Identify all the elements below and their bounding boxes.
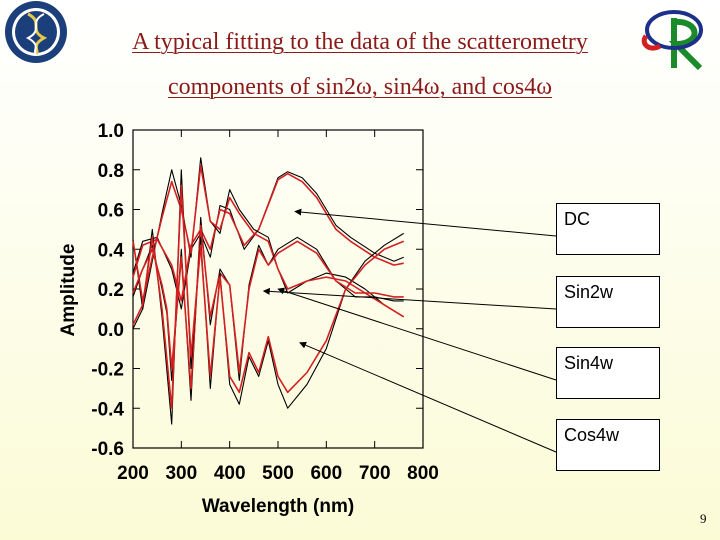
x-tick-label: 700 xyxy=(359,463,391,484)
sin4w-fit-line xyxy=(132,224,404,390)
cos4w-measured-line xyxy=(132,169,404,425)
cos4w-arrow xyxy=(299,341,557,453)
sin2w-fit-line xyxy=(132,165,405,318)
y-tick-label: 0.2 xyxy=(98,280,124,301)
axis-ticks: 1.0 0.8 0.6 0.4 0.2 0.0 -0.2 -0.4 -0.6 200 300 400 5… xyxy=(91,121,439,484)
slide-title-line-1: A typical fitting to the data of the sca… xyxy=(132,29,588,55)
cos4w-label: Cos4w xyxy=(556,419,660,471)
sin2w-label: Sin2w xyxy=(556,276,660,328)
y-tick-label: 1.0 xyxy=(98,121,124,142)
x-axis-label: Wavelength (nm) xyxy=(202,496,354,517)
y-tick-label: 0.4 xyxy=(98,240,125,261)
y-axis-label: Amplitude xyxy=(58,244,79,337)
dc-measured-line xyxy=(132,171,404,310)
x-tick-label: 200 xyxy=(117,463,149,484)
dc-fit-line xyxy=(132,172,404,302)
dc-arrow xyxy=(294,208,557,237)
academia-sinica-seal-logo xyxy=(5,1,67,63)
annotation-arrows xyxy=(262,208,557,453)
y-tick-label: -0.6 xyxy=(91,439,124,460)
dc-label: DC xyxy=(556,203,660,255)
sin2w-measured-line xyxy=(132,157,404,318)
sin2w-arrow xyxy=(262,287,557,310)
r-logo xyxy=(641,10,703,70)
y-tick-label: -0.4 xyxy=(91,399,124,420)
y-tick-label: 0.0 xyxy=(98,320,124,341)
x-tick-label: 800 xyxy=(407,463,439,484)
y-tick-label: 0.6 xyxy=(98,201,124,222)
y-tick-label: 0.8 xyxy=(98,161,124,182)
page-number: 9 xyxy=(700,511,707,526)
data-lines xyxy=(132,157,405,425)
x-tick-label: 300 xyxy=(165,463,197,484)
x-tick-label: 400 xyxy=(214,463,246,484)
slide-title-line-2: components of sin2ω, sin4ω, and cos4ω xyxy=(167,74,553,100)
x-tick-label: 600 xyxy=(310,463,342,484)
y-tick-label: -0.2 xyxy=(91,360,124,381)
cos4w-fit-line xyxy=(132,184,405,410)
sin4w-arrow xyxy=(277,287,557,381)
x-tick-label: 500 xyxy=(262,463,294,484)
sin4w-label: Sin4w xyxy=(556,347,660,399)
